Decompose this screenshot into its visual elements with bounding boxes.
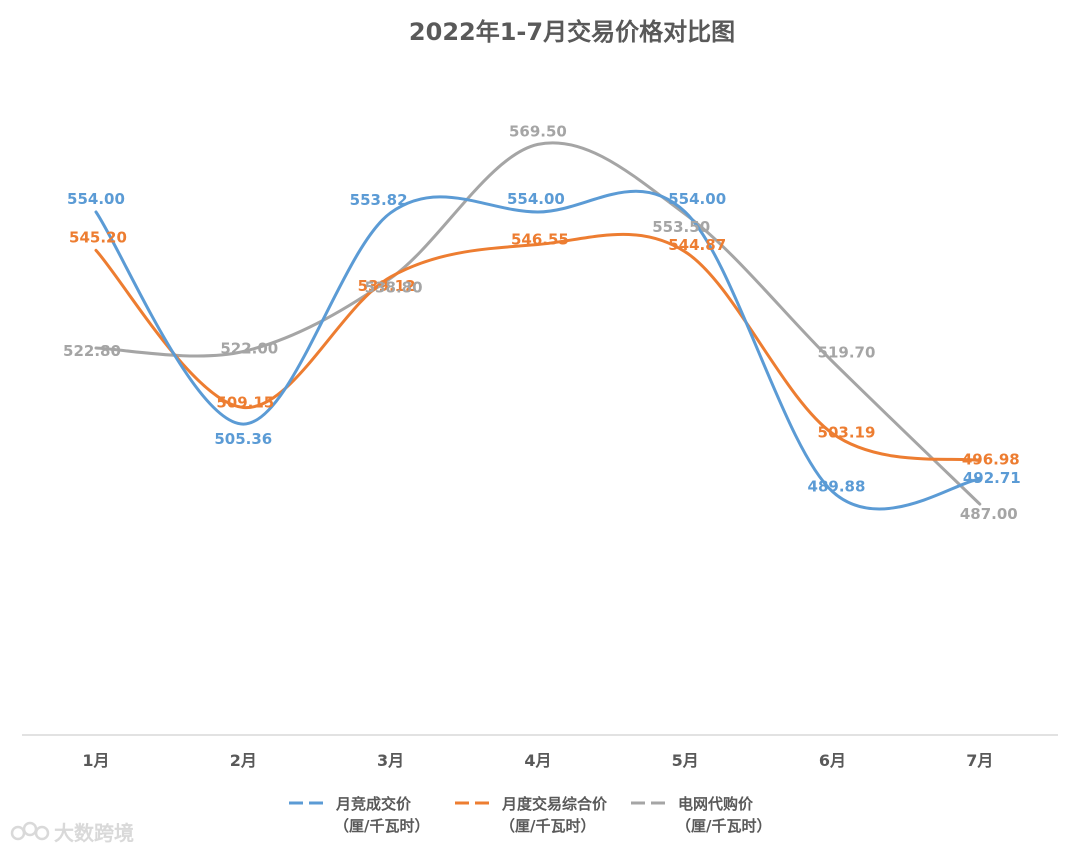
series-line-2 <box>94 232 982 463</box>
legend-unit: （厘/千瓦时） <box>334 817 429 835</box>
legend-unit: （厘/千瓦时） <box>676 817 771 835</box>
data-label: 538.80 <box>365 278 423 296</box>
data-label: 544.87 <box>668 236 726 254</box>
data-label: 503.19 <box>818 424 876 442</box>
x-tick-label: 7月 <box>966 751 993 770</box>
data-label: 545.20 <box>69 228 127 246</box>
data-label: 505.36 <box>214 430 272 448</box>
legend-label: 月度交易综合价 <box>501 795 608 813</box>
data-label: 553.50 <box>652 218 710 236</box>
x-tick-label: 3月 <box>377 751 404 770</box>
series-line-1 <box>94 189 982 511</box>
legend: 月竞成交价 （厘/千瓦时） 月度交易综合价 （厘/千瓦时） 电网代购价 （厘/千瓦时） <box>289 795 771 835</box>
data-label: 509.15 <box>216 394 274 412</box>
data-label: 519.70 <box>818 344 876 362</box>
logo-icon <box>10 821 50 841</box>
watermark: 大数跨境 <box>10 821 134 845</box>
legend-unit: （厘/千瓦时） <box>500 817 595 835</box>
legend-item: 月度交易综合价 （厘/千瓦时） <box>455 795 608 835</box>
data-label: 522.00 <box>220 340 278 358</box>
chart-title: 2022年1-7月交易价格对比图 <box>409 18 735 46</box>
data-label: 554.00 <box>67 190 125 208</box>
data-label: 554.00 <box>507 190 565 208</box>
series-layer <box>94 141 982 511</box>
legend-item: 月竞成交价 （厘/千瓦时） <box>289 795 429 835</box>
data-label: 487.00 <box>960 505 1018 523</box>
x-tick-label: 2月 <box>230 751 257 770</box>
x-tick-label: 4月 <box>524 751 551 770</box>
legend-item: 电网代购价 （厘/千瓦时） <box>631 795 771 835</box>
data-label: 569.50 <box>509 122 567 140</box>
data-label: 496.98 <box>962 451 1020 469</box>
data-label-layer: 554.00 505.36 553.82 554.00 554.00 489.88 492.… <box>63 122 1021 523</box>
data-label: 492.71 <box>963 469 1021 487</box>
legend-label: 月竞成交价 <box>335 795 412 813</box>
x-tick-label: 1月 <box>82 751 109 770</box>
data-label: 546.55 <box>511 231 569 249</box>
watermark-text: 大数跨境 <box>54 821 134 845</box>
data-label: 522.80 <box>63 342 121 360</box>
data-label: 539.12 <box>358 277 416 295</box>
x-tick-label: 6月 <box>819 751 846 770</box>
series-line-3 <box>94 141 982 506</box>
data-label: 489.88 <box>808 478 866 496</box>
x-tick-labels: 1月 2月 3月 4月 5月 6月 7月 <box>82 751 993 770</box>
x-tick-label: 5月 <box>672 751 699 770</box>
data-label: 554.00 <box>668 190 726 208</box>
legend-label: 电网代购价 <box>678 795 754 813</box>
data-label: 553.82 <box>350 191 408 209</box>
